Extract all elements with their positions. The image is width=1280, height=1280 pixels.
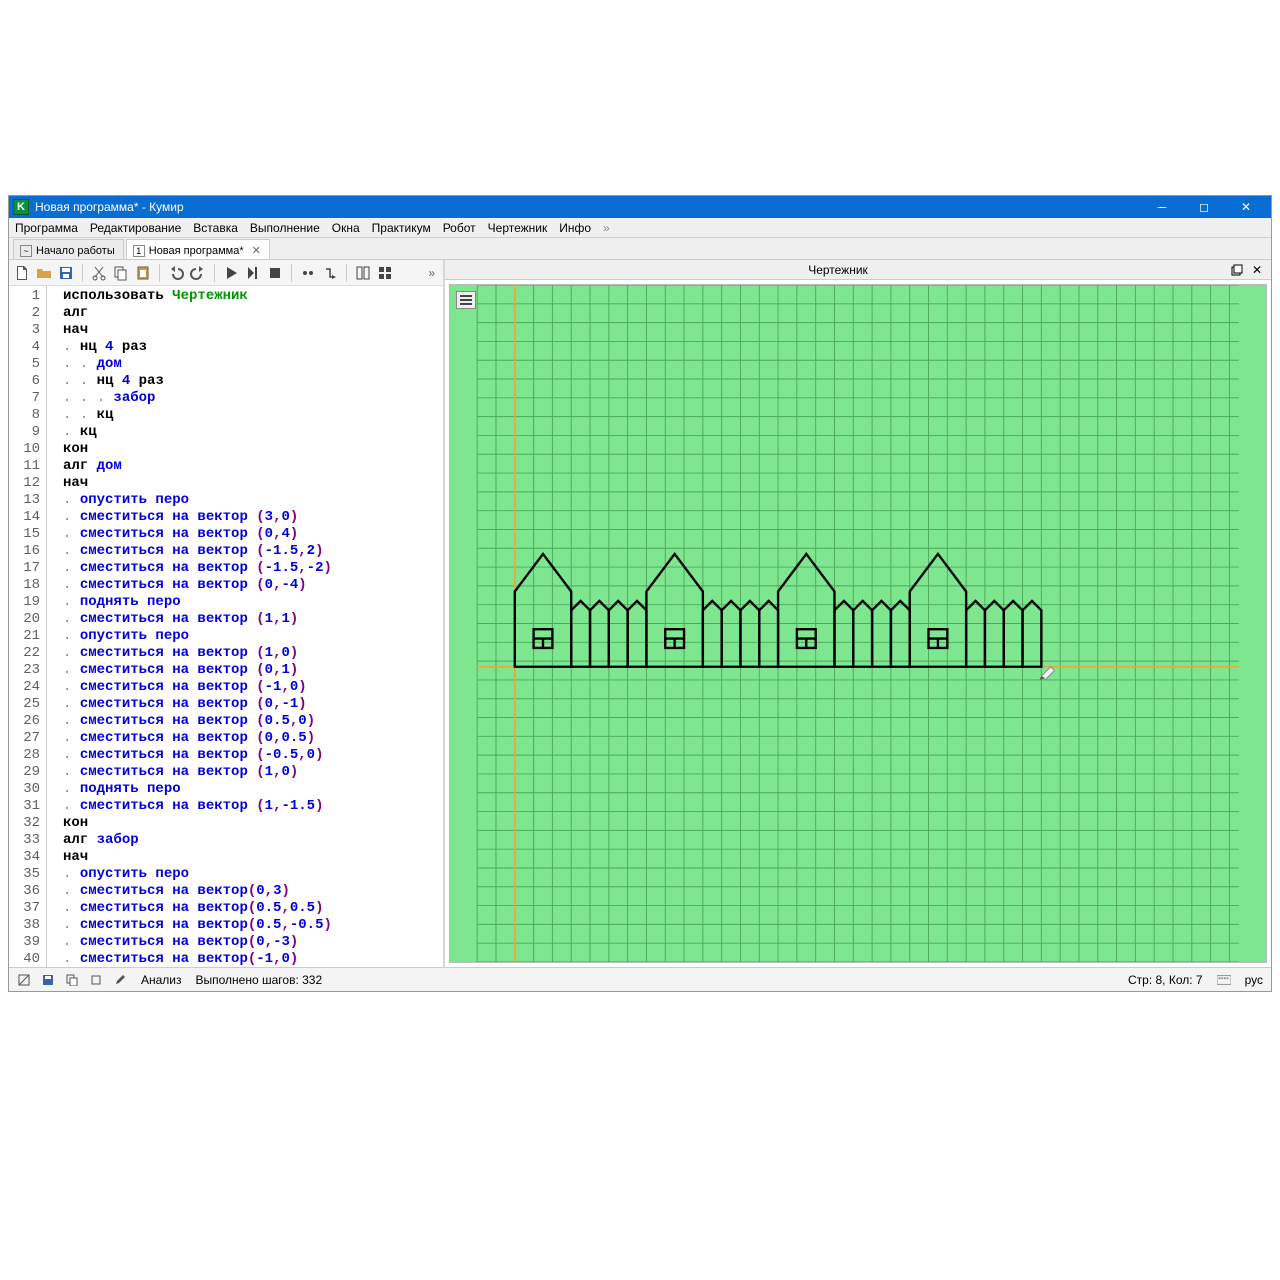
menu-программа[interactable]: Программа (15, 221, 78, 235)
sb-lang: рус (1245, 973, 1263, 987)
open-file-icon[interactable] (35, 264, 53, 282)
cut-icon[interactable] (90, 264, 108, 282)
code-editor[interactable]: 1234567891011121314151617181920212223242… (9, 286, 443, 967)
window-title: Новая программа* - Кумир (35, 200, 1141, 214)
statusbar: Анализ Выполнено шагов: 332 Стр: 8, Кол:… (9, 967, 1271, 991)
app-icon: K (13, 199, 29, 215)
tab-close-icon[interactable]: ✕ (252, 244, 261, 257)
menu-more-icon[interactable]: » (603, 221, 610, 235)
toolbar: » (9, 260, 443, 286)
layout2-icon[interactable] (376, 264, 394, 282)
tabbar: ~ Начало работы 1 Новая программа* ✕ (9, 238, 1271, 260)
titlebar: K Новая программа* - Кумир ─ ◻ ✕ (9, 196, 1271, 218)
paste-icon[interactable] (134, 264, 152, 282)
editor-pane: » 12345678910111213141516171819202122232… (9, 260, 445, 967)
minimize-button[interactable]: ─ (1141, 196, 1183, 218)
sb-settings-icon[interactable] (89, 973, 103, 987)
stop-icon[interactable] (266, 264, 284, 282)
sb-kbd-icon[interactable] (1217, 973, 1231, 987)
sb-save-icon[interactable] (41, 973, 55, 987)
step-into-icon[interactable] (321, 264, 339, 282)
toolbar-more-icon[interactable]: » (424, 266, 439, 280)
drafter-header: Чертежник ✕ (445, 260, 1271, 280)
save-file-icon[interactable] (57, 264, 75, 282)
menubar: Программа Редактирование Вставка Выполнение… (9, 218, 1271, 238)
menu-инфо[interactable]: Инфо (559, 221, 591, 235)
tab[interactable]: ~ Начало работы (13, 239, 124, 259)
tab-icon: ~ (20, 245, 32, 257)
run-icon[interactable] (222, 264, 240, 282)
tab-icon: 1 (133, 245, 145, 257)
sb-cursor-pos: Стр: 8, Кол: 7 (1128, 973, 1203, 987)
step-icon[interactable] (244, 264, 262, 282)
drafter-menu-icon[interactable] (456, 291, 476, 309)
menu-вставка[interactable]: Вставка (193, 221, 238, 235)
menu-выполнение[interactable]: Выполнение (250, 221, 320, 235)
tab-label: Начало работы (36, 245, 115, 257)
sb-edit-icon[interactable] (113, 973, 127, 987)
close-button[interactable]: ✕ (1225, 196, 1267, 218)
sb-copy-icon[interactable] (65, 973, 79, 987)
drafter-canvas[interactable] (449, 284, 1267, 963)
line-gutter: 1234567891011121314151617181920212223242… (9, 286, 47, 967)
sb-steps: Выполнено шагов: 332 (196, 973, 323, 987)
tab-label: Новая программа* (149, 245, 244, 257)
menu-чертежник[interactable]: Чертежник (488, 221, 548, 235)
tab[interactable]: 1 Новая программа* ✕ (126, 239, 270, 259)
undo-icon[interactable] (167, 264, 185, 282)
new-file-icon[interactable] (13, 264, 31, 282)
menu-робот[interactable]: Робот (443, 221, 476, 235)
redo-icon[interactable] (189, 264, 207, 282)
drafter-title: Чертежник (451, 263, 1225, 277)
close-panel-icon[interactable]: ✕ (1249, 263, 1265, 277)
sb-analysis: Анализ (141, 973, 182, 987)
sb-icon-1[interactable] (17, 973, 31, 987)
copy-icon[interactable] (112, 264, 130, 282)
menu-практикум[interactable]: Практикум (372, 221, 431, 235)
layout1-icon[interactable] (354, 264, 372, 282)
app-window: K Новая программа* - Кумир ─ ◻ ✕ Програм… (8, 195, 1272, 992)
maximize-button[interactable]: ◻ (1183, 196, 1225, 218)
menu-редактирование[interactable]: Редактирование (90, 221, 181, 235)
menu-окна[interactable]: Окна (332, 221, 360, 235)
code-area[interactable]: использовать Чертежникалгнач. нц 4 раз. … (47, 286, 443, 967)
step-over-icon[interactable] (299, 264, 317, 282)
popout-icon[interactable] (1229, 263, 1245, 277)
drafter-pane: Чертежник ✕ (445, 260, 1271, 967)
